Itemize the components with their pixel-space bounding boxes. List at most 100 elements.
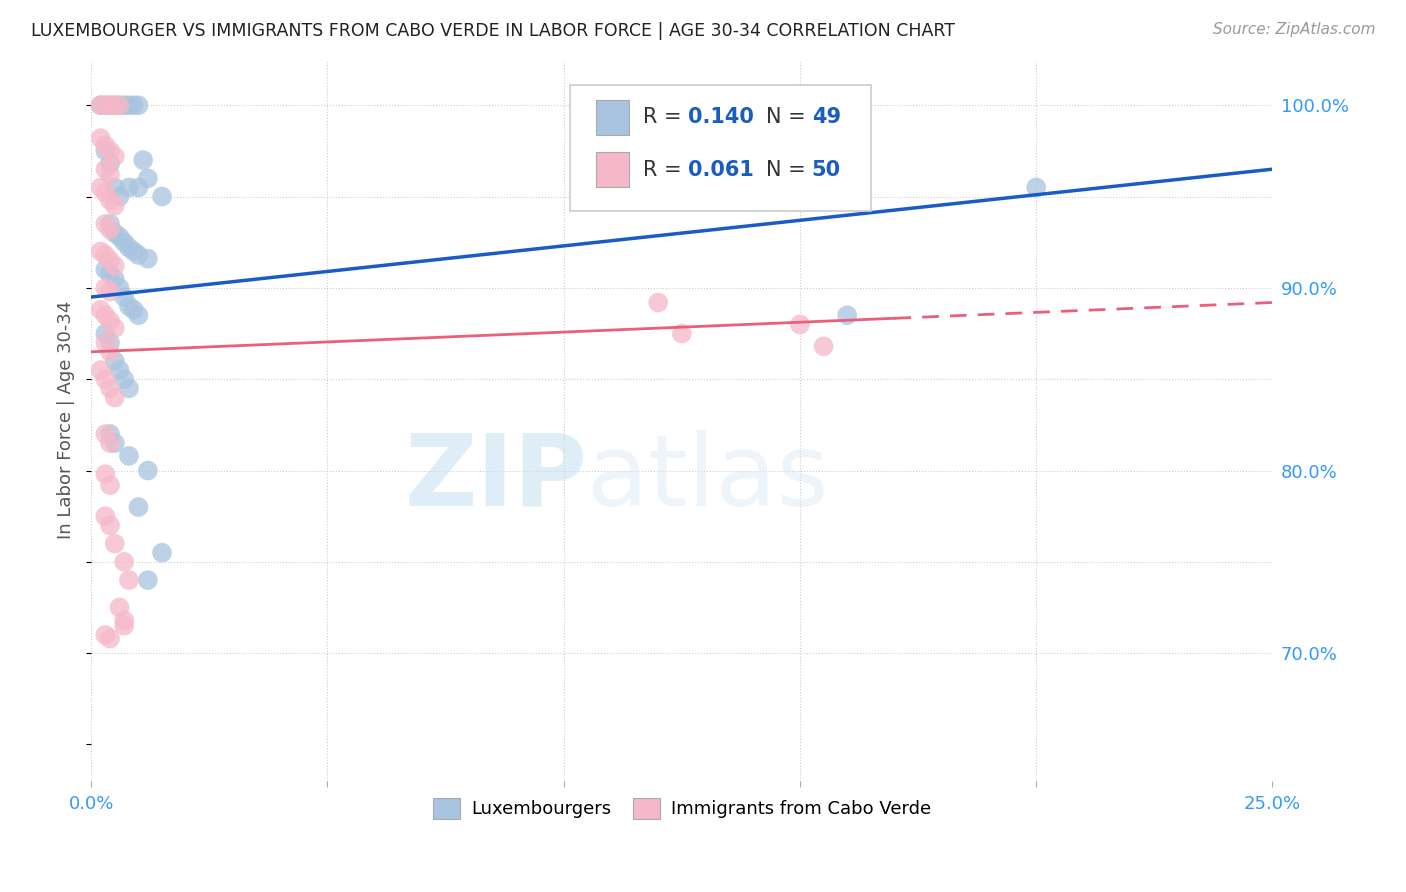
Point — [118, 381, 141, 395]
Text: N =: N = — [766, 107, 813, 128]
Point — [118, 573, 141, 587]
Point — [104, 259, 127, 273]
Text: ZIP: ZIP — [405, 430, 588, 526]
Y-axis label: In Labor Force | Age 30-34: In Labor Force | Age 30-34 — [58, 301, 75, 540]
Point — [98, 253, 121, 268]
Point — [90, 180, 112, 194]
Point — [104, 272, 127, 286]
Point — [136, 573, 159, 587]
Point — [127, 500, 149, 514]
Point — [108, 363, 131, 377]
Point — [118, 180, 141, 194]
Point — [1025, 180, 1047, 194]
Point — [94, 308, 117, 322]
Point — [98, 222, 121, 236]
Point — [112, 290, 135, 304]
Point — [94, 467, 117, 482]
Point — [127, 180, 149, 194]
Point — [104, 536, 127, 550]
Point — [98, 314, 121, 328]
Point — [122, 302, 145, 317]
Point — [104, 98, 127, 112]
Text: N =: N = — [766, 160, 813, 180]
Point — [136, 463, 159, 477]
Text: 50: 50 — [811, 160, 841, 180]
Point — [98, 344, 121, 359]
Point — [98, 98, 121, 112]
Point — [94, 98, 117, 112]
Point — [98, 144, 121, 158]
Point — [136, 171, 159, 186]
Point — [104, 391, 127, 405]
Point — [108, 229, 131, 244]
Point — [118, 299, 141, 313]
Point — [98, 157, 121, 171]
Legend: Luxembourgers, Immigrants from Cabo Verde: Luxembourgers, Immigrants from Cabo Verd… — [426, 791, 938, 826]
Point — [108, 98, 131, 112]
FancyBboxPatch shape — [596, 100, 628, 135]
Point — [127, 98, 149, 112]
Point — [98, 285, 121, 299]
Point — [108, 600, 131, 615]
Point — [837, 308, 859, 322]
Point — [90, 302, 112, 317]
Point — [94, 281, 117, 295]
Point — [98, 335, 121, 350]
Point — [98, 478, 121, 492]
Point — [94, 138, 117, 153]
Point — [90, 98, 112, 112]
Point — [98, 217, 121, 231]
Point — [104, 436, 127, 450]
Point — [94, 326, 117, 341]
Point — [150, 189, 173, 203]
Point — [112, 613, 135, 627]
Point — [118, 449, 141, 463]
Point — [94, 509, 117, 524]
Text: 0.140: 0.140 — [688, 107, 754, 128]
Text: Source: ZipAtlas.com: Source: ZipAtlas.com — [1212, 22, 1375, 37]
Point — [90, 244, 112, 259]
Text: R =: R = — [643, 160, 688, 180]
Point — [118, 98, 141, 112]
Point — [104, 321, 127, 335]
Point — [112, 555, 135, 569]
Point — [98, 193, 121, 207]
Point — [813, 339, 835, 353]
Text: LUXEMBOURGER VS IMMIGRANTS FROM CABO VERDE IN LABOR FORCE | AGE 30-34 CORRELATIO: LUXEMBOURGER VS IMMIGRANTS FROM CABO VER… — [31, 22, 955, 40]
Text: R =: R = — [643, 107, 688, 128]
Text: atlas: atlas — [588, 430, 830, 526]
Point — [104, 180, 127, 194]
Point — [94, 372, 117, 386]
Point — [132, 153, 155, 167]
Point — [94, 144, 117, 158]
Point — [112, 98, 135, 112]
Point — [118, 241, 141, 255]
Point — [671, 326, 693, 341]
Point — [127, 308, 149, 322]
Point — [94, 262, 117, 277]
Point — [112, 372, 135, 386]
FancyBboxPatch shape — [596, 153, 628, 187]
Point — [94, 628, 117, 642]
Point — [122, 98, 145, 112]
Point — [94, 186, 117, 200]
Point — [98, 427, 121, 442]
Point — [136, 252, 159, 266]
Point — [90, 131, 112, 145]
Point — [94, 98, 117, 112]
Point — [108, 98, 131, 112]
Point — [112, 619, 135, 633]
Point — [108, 189, 131, 203]
Point — [98, 518, 121, 533]
Text: 0.061: 0.061 — [688, 160, 754, 180]
Point — [94, 335, 117, 350]
Point — [98, 436, 121, 450]
Point — [98, 98, 121, 112]
Point — [789, 318, 811, 332]
Point — [94, 162, 117, 177]
Point — [94, 248, 117, 262]
Point — [94, 427, 117, 442]
Point — [98, 632, 121, 646]
Point — [647, 295, 669, 310]
Point — [108, 281, 131, 295]
